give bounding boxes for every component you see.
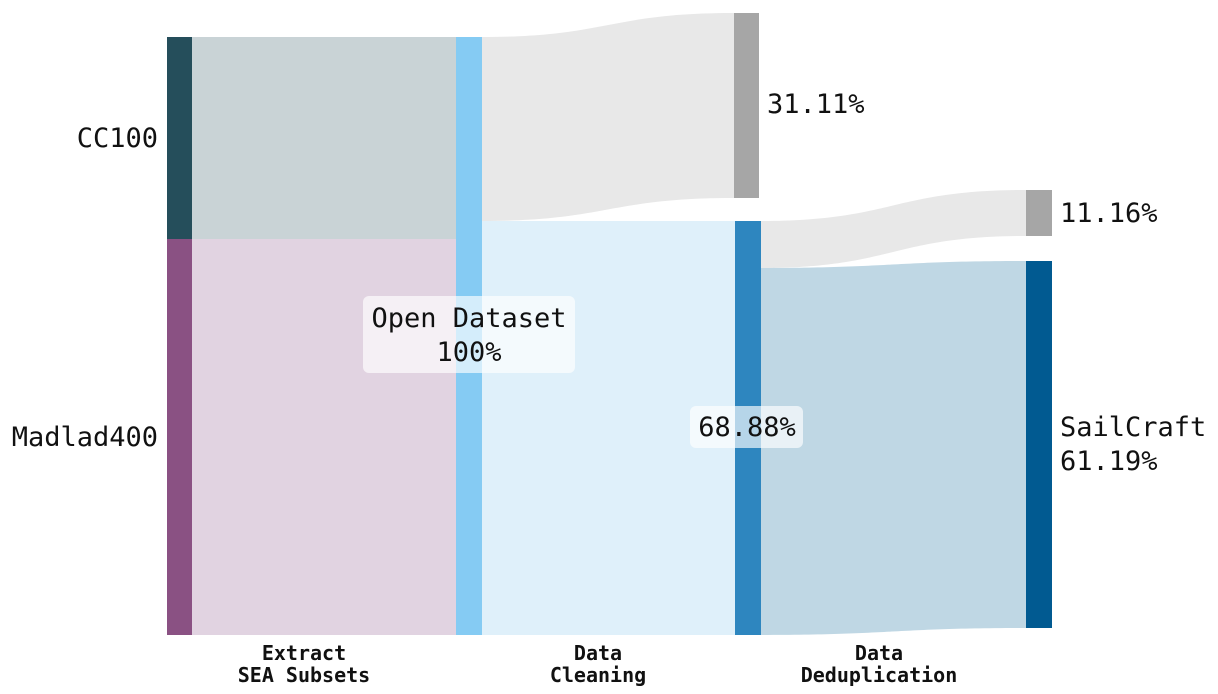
flow-cleaned-to-removed-dedup xyxy=(761,190,1026,268)
node-cc100 xyxy=(167,37,192,239)
node-removed-cleaning xyxy=(734,13,759,198)
open-dataset-value: 100% xyxy=(436,337,501,368)
sailcraft-label: SailCraft xyxy=(1060,412,1206,443)
stage-cleaning-line2: Cleaning xyxy=(550,663,646,687)
flow-cc100-to-open-dataset xyxy=(192,37,456,239)
node-removed-dedup xyxy=(1026,190,1052,236)
removed-cleaning-label: 31.11% xyxy=(767,89,865,120)
flow-open-dataset-to-removed-cleaning xyxy=(482,13,734,221)
cleaned-label: 68.88% xyxy=(698,412,796,443)
open-dataset-label: Open Dataset xyxy=(371,303,566,334)
flow-cleaned-to-sailcraft xyxy=(761,261,1026,635)
stage-extract-line2: SEA Subsets xyxy=(238,663,370,687)
cc100-label: CC100 xyxy=(77,123,158,154)
node-madlad400 xyxy=(167,239,192,635)
open-dataset-label-box xyxy=(363,296,575,373)
removed-dedup-label: 11.16% xyxy=(1060,198,1158,229)
stage-dedup-line2: Deduplication xyxy=(801,663,958,687)
cleaned-label-box xyxy=(690,406,803,448)
sailcraft-value: 61.19% xyxy=(1060,446,1158,477)
node-sailcraft xyxy=(1026,261,1052,628)
stage-cleaning-line1: Data xyxy=(574,641,622,665)
stage-dedup-line1: Data xyxy=(855,641,903,665)
madlad400-label: Madlad400 xyxy=(12,422,158,453)
stage-extract-line1: Extract xyxy=(262,641,346,665)
